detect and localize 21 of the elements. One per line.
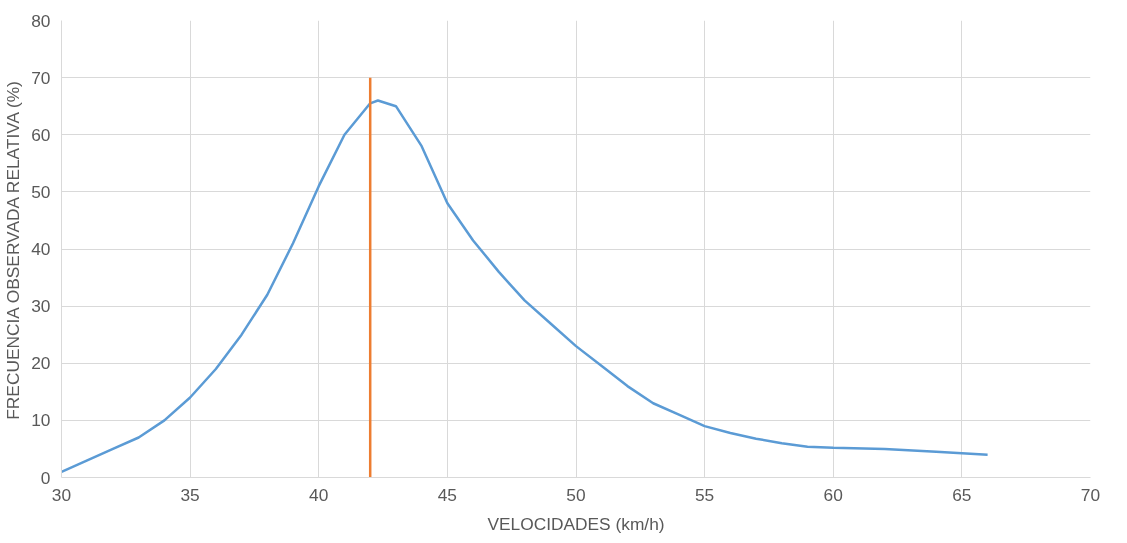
x-tick-label: 45: [437, 484, 458, 505]
x-tick-label: 65: [952, 484, 972, 505]
y-tick-label: 40: [31, 239, 51, 259]
y-tick-label: 50: [31, 181, 51, 202]
y-tick-label: 80: [31, 10, 51, 31]
x-tick-label: 60: [823, 484, 843, 505]
x-tick-label: 35: [180, 484, 200, 505]
y-tick-label: 70: [31, 67, 51, 88]
y-tick-label: 0: [40, 467, 51, 488]
y-tick-label: 30: [31, 296, 51, 317]
x-tick-label: 30: [51, 484, 72, 505]
y-tick-label: 20: [31, 353, 51, 374]
x-tick-label: 40: [309, 484, 329, 505]
x-axis-title: VELOCIDADES (km/h): [487, 513, 665, 534]
x-tick-label: 70: [1080, 484, 1101, 505]
x-tick-label: 50: [566, 484, 586, 505]
x-tick-label: 55: [694, 484, 715, 505]
y-tick-label: 60: [31, 124, 51, 145]
line-series: [61, 99, 989, 474]
y-axis-title: FRECUENCIA OBSERVADA RELATIVA (%): [3, 81, 24, 420]
y-tick-label: 10: [31, 410, 51, 431]
